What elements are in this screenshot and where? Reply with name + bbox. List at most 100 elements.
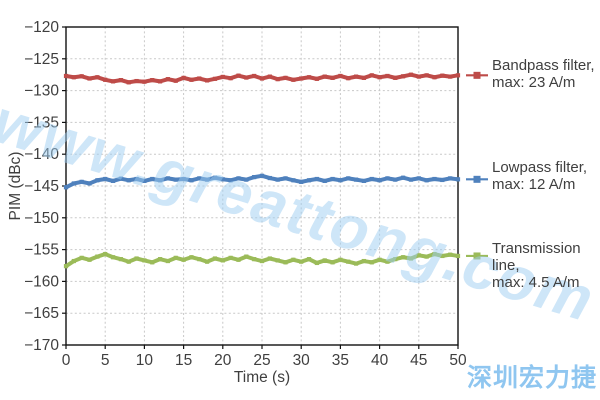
series-marker [252, 73, 257, 79]
series-marker [157, 178, 163, 183]
series-marker [432, 176, 437, 182]
series-marker [322, 74, 327, 79]
series-marker [455, 177, 461, 182]
series-marker [118, 78, 123, 83]
series-marker [236, 257, 241, 262]
series-marker [424, 178, 429, 183]
series-marker [299, 259, 304, 264]
series-marker [353, 261, 359, 266]
series-marker [385, 259, 390, 264]
series-marker [189, 178, 194, 183]
y-tick-label: −155 [24, 242, 59, 259]
series-marker [291, 257, 296, 262]
series-marker [401, 175, 406, 180]
series-marker [173, 177, 178, 182]
y-tick-label: −145 [24, 178, 59, 195]
series-layer [63, 72, 461, 269]
y-tick-label: −150 [24, 210, 59, 227]
x-axis-title: Time (s) [234, 369, 290, 386]
series-marker [150, 78, 155, 83]
series-marker [95, 178, 100, 183]
series-marker [416, 253, 421, 258]
series-marker [126, 178, 131, 183]
series-marker [228, 76, 233, 81]
series-marker [440, 253, 445, 259]
y-axis-title: PIM (dBc) [7, 152, 24, 221]
series-marker [408, 177, 414, 182]
tick-label-layer: 0 5 10 15 20 25 30 35 40 45 50 −120 −125 −130 −135 −140… [24, 19, 467, 369]
series-marker [369, 260, 374, 265]
series-marker [267, 256, 272, 261]
series-marker [361, 178, 367, 184]
legend-marker-square [473, 252, 481, 260]
series-marker [432, 251, 437, 257]
series-marker [157, 257, 163, 262]
series-marker [181, 257, 186, 262]
y-tick-label: −130 [24, 83, 59, 100]
series-marker [369, 73, 374, 78]
series-marker [71, 181, 76, 186]
series-marker [252, 257, 257, 262]
legend-label-line: max: 12 A/m [492, 176, 576, 193]
series-marker [353, 74, 359, 79]
series-marker [197, 176, 202, 181]
series-marker [408, 72, 414, 77]
series-marker [134, 256, 139, 261]
series-marker [259, 258, 265, 264]
series-marker [197, 76, 202, 81]
series-marker [150, 176, 155, 182]
series-marker [377, 75, 382, 80]
series-marker [244, 177, 249, 182]
series-marker [283, 176, 288, 181]
series-marker [63, 73, 69, 79]
series-marker [103, 251, 108, 257]
series-marker [385, 73, 390, 79]
series-marker [338, 178, 343, 183]
legend-label-line: max: 4.5 A/m [492, 274, 580, 291]
y-tick-label: −125 [24, 51, 59, 68]
series-marker [126, 259, 131, 264]
series-marker [401, 255, 406, 260]
series-marker [157, 79, 163, 84]
series-marker [455, 73, 461, 78]
series-marker [267, 74, 272, 79]
x-tick-label: 45 [410, 352, 427, 369]
series-marker [103, 77, 108, 82]
series-marker [118, 176, 123, 181]
series-marker [314, 260, 319, 266]
series-marker [259, 173, 265, 178]
series-marker [291, 178, 296, 183]
x-tick-label: 0 [62, 352, 71, 369]
y-tick-label: −165 [24, 305, 59, 322]
series-marker [393, 75, 398, 80]
series-marker [63, 185, 69, 190]
y-tick-label: −135 [24, 114, 59, 131]
series-marker [212, 76, 218, 81]
series-marker [416, 176, 421, 181]
x-tick-label: 10 [136, 352, 154, 369]
series-marker [330, 176, 335, 182]
series-marker [424, 254, 429, 259]
x-tick-label: 50 [449, 352, 467, 369]
series-marker [142, 79, 147, 84]
legend: Bandpass filter, max: 23 A/m Lowpass fil… [492, 0, 600, 400]
series-marker [377, 178, 382, 183]
series-marker [299, 179, 304, 184]
series-marker [448, 176, 453, 181]
x-tick-label: 40 [371, 352, 389, 369]
series-marker [385, 176, 390, 181]
series-marker [189, 77, 194, 82]
series-marker [189, 255, 194, 260]
series-marker [150, 260, 155, 265]
series-marker [228, 178, 233, 183]
series-marker [173, 78, 178, 83]
series-marker [393, 177, 398, 182]
series-marker [346, 176, 351, 181]
series-marker [448, 74, 453, 79]
series-marker [408, 256, 414, 261]
series-marker [165, 77, 171, 82]
series-marker [87, 257, 92, 262]
series-marker [71, 258, 76, 264]
